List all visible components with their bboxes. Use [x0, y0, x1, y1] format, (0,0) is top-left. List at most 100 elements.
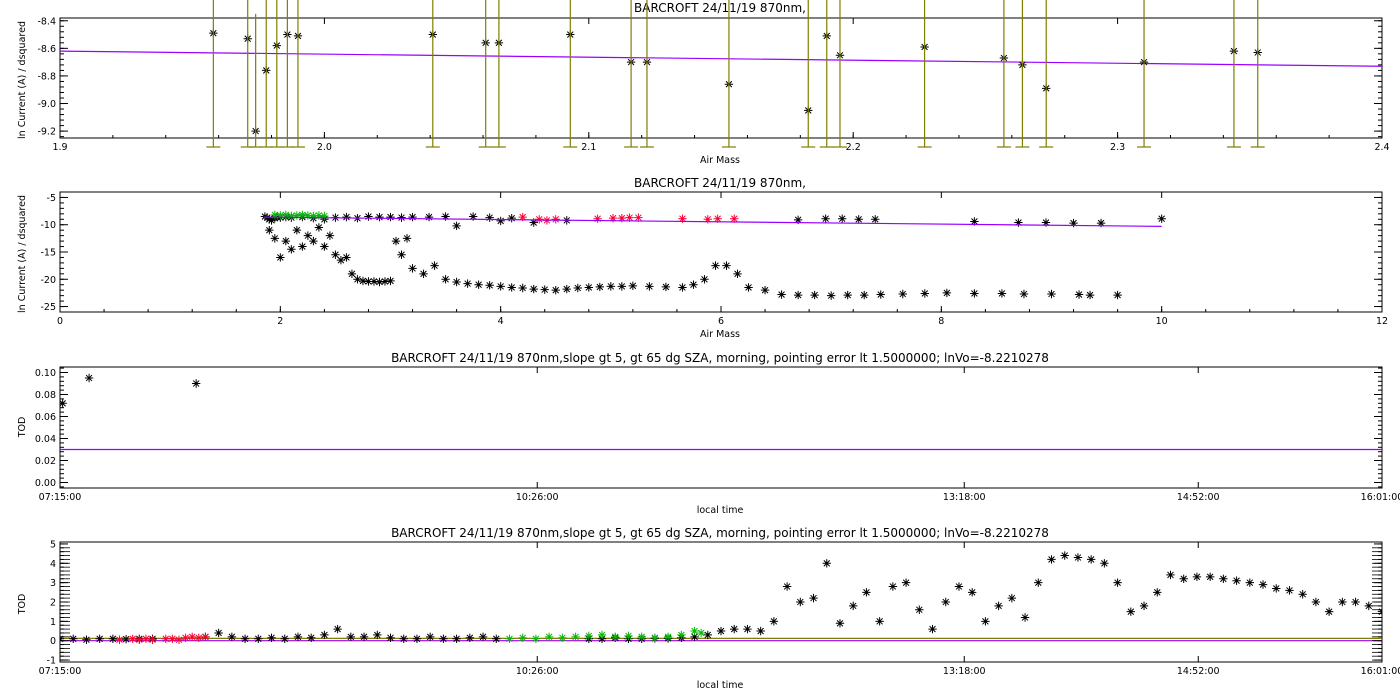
plot-4-point	[240, 634, 250, 643]
plot-2-lower-point	[430, 261, 439, 270]
plot-2-upper-point	[793, 215, 803, 225]
plot-4-point	[1324, 607, 1334, 616]
plot-4-xtick-label: 16:01:00	[1361, 666, 1400, 677]
plot-2-lower-point	[551, 285, 560, 295]
plot-4-point	[1219, 574, 1228, 583]
plot-4-point	[1232, 576, 1241, 585]
plot-3-point	[60, 399, 67, 408]
plot-4-point	[1377, 607, 1382, 616]
plot-2-lower-point	[898, 289, 907, 299]
plot-4-frame	[59, 541, 1383, 663]
plot-4-point	[1179, 574, 1188, 583]
plot-4-red-point	[115, 635, 124, 644]
plot-1-xtick-label: 1.9	[52, 142, 67, 153]
plot-2-green-point	[287, 211, 296, 221]
plot-2-lower-point	[298, 242, 307, 251]
plot-2-red-point	[625, 213, 634, 222]
plot-4-point	[478, 632, 488, 642]
plot-1-ytick-label: -8.8	[37, 71, 56, 82]
plot-3-frame	[59, 366, 1383, 489]
plot-2-upper-point	[452, 221, 461, 231]
plot-2-lower-point	[518, 283, 527, 293]
plot-4-point	[1047, 555, 1056, 564]
plot-4-point	[901, 578, 911, 587]
plot-1-xtick-label: 2.4	[1374, 142, 1389, 153]
plot-2-upper-point	[821, 214, 830, 223]
plot-2-lower-point	[661, 282, 671, 292]
plot-2-lower-point	[733, 269, 742, 279]
plot-4-point	[254, 634, 263, 643]
plot-4-green-point	[544, 632, 554, 642]
plot-1-xtick-label: 2.0	[317, 142, 332, 153]
plot-4-point	[1153, 588, 1162, 597]
plot-2-lower-point	[562, 284, 571, 294]
plot-4-title: BARCROFT 24/11/19 870nm,slope gt 5, gt 6…	[391, 526, 1049, 540]
plot-4-point	[809, 593, 818, 603]
plot-4-point	[1364, 601, 1373, 611]
plot-4-point	[1113, 578, 1122, 587]
plot-4-point	[954, 582, 964, 591]
plot-4-point	[1100, 559, 1109, 568]
plot-4-ytick-label: 5	[50, 539, 56, 550]
plot-2-xtick-label: 8	[938, 316, 944, 327]
plot-2-lower-point	[369, 277, 379, 286]
plot-4-point	[1073, 553, 1083, 562]
plot-4-point	[60, 634, 65, 643]
plot-4-point	[1034, 578, 1043, 587]
plot-2-xtick-label: 6	[718, 316, 724, 327]
plot-4-point	[293, 632, 303, 642]
plot-4-ytick-label: 1	[50, 617, 56, 628]
plot-2-red-point	[713, 214, 722, 223]
plot-2-lower-point	[331, 250, 340, 259]
plot-4-point	[796, 597, 805, 607]
plot-2-red-point	[518, 212, 527, 222]
plot-4-green-point	[531, 634, 541, 643]
plot-2-lower-point	[584, 283, 593, 292]
plot-4-point	[1338, 597, 1347, 607]
plot-1-ytick-label: -9.0	[37, 99, 56, 110]
plot-2-lower-point	[386, 276, 395, 286]
plot-2-upper-point	[496, 216, 505, 226]
plot-2-xtick-label: 4	[498, 316, 504, 327]
plot-4-green-point	[518, 633, 527, 643]
plot-4-xtick-label: 07:15:00	[39, 666, 82, 677]
plot-2-upper-point	[364, 212, 373, 221]
plot-1-xtick-label: 2.3	[1110, 142, 1125, 153]
plot-4-red-point	[148, 635, 157, 644]
plot-2-lower-point	[540, 285, 549, 294]
plot-2-lower-point	[320, 242, 329, 251]
plot-2-upper-point	[1041, 218, 1051, 227]
plot-1-airmass-zoom: BARCROFT 24/11/19 870nm, Air Mass ln Cur…	[17, 0, 1390, 166]
plot-4-point	[967, 588, 977, 597]
plot-4-point	[1298, 590, 1307, 599]
plot-2-lower-point	[810, 290, 819, 300]
plot-3-point	[191, 379, 201, 388]
plot-2-lower-point	[347, 269, 357, 279]
plot-2-upper-point	[468, 212, 478, 221]
plot-1-xlabel: Air Mass	[700, 155, 740, 166]
plot-2-green-point	[298, 210, 307, 220]
plot-1-xtick-label: 2.1	[581, 142, 596, 153]
plot-2-lower-point	[375, 277, 384, 287]
plot-2-lower-point	[265, 225, 274, 235]
plot-2-red-point	[608, 213, 618, 223]
plot-1-ytick-label: -8.6	[37, 44, 56, 55]
plot-2-lower-point	[1074, 290, 1084, 299]
plot-2-green-point	[270, 210, 280, 220]
plot-4-point	[941, 597, 950, 607]
plot-4-point	[359, 632, 369, 642]
plot-2-lower-point	[678, 283, 687, 292]
plot-4-point	[452, 634, 461, 643]
plot-4-red-point	[141, 634, 151, 643]
plot-2-upper-point	[854, 215, 863, 224]
plot-4-point	[1258, 580, 1268, 589]
plot-2-lower-point	[920, 289, 930, 298]
plot-2-lower-point	[507, 283, 516, 292]
plot-4-red-point	[161, 634, 170, 643]
plot-4-point	[82, 635, 91, 644]
plot-2-red-point	[634, 213, 643, 222]
plot-4-green-point	[650, 633, 660, 643]
plot-2-lower-point	[645, 282, 654, 291]
plot-area	[60, 28, 1382, 136]
plot-2-upper-point	[485, 213, 494, 222]
